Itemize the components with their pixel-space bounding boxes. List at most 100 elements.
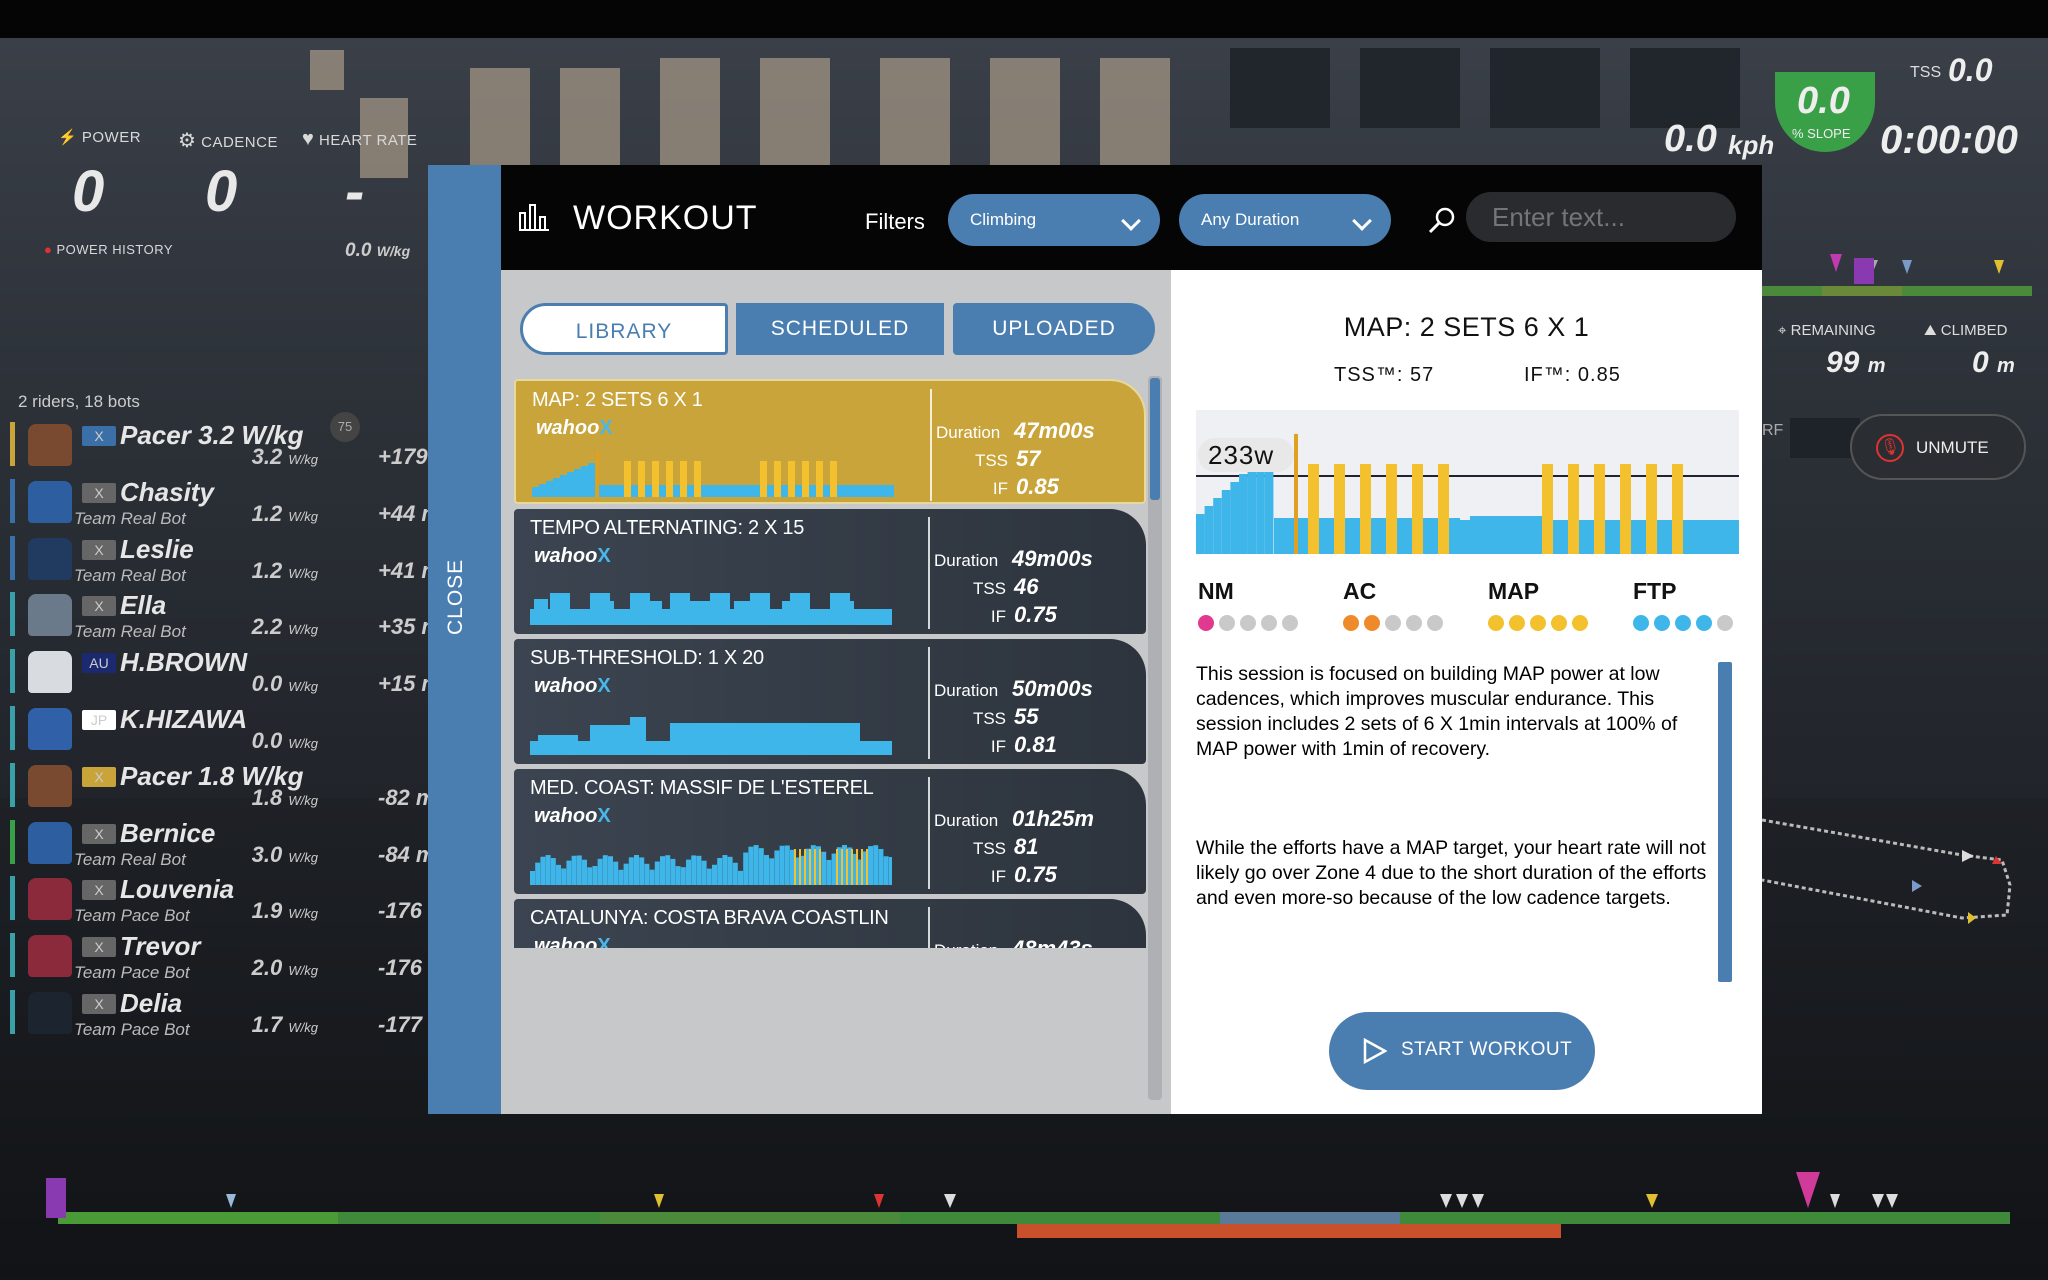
if-label: IF <box>990 867 1006 886</box>
mini-elevation-profile <box>1762 254 2032 296</box>
category-filter-dropdown[interactable]: Climbing <box>948 194 1160 246</box>
rider-wkg: 0.0 W/kg <box>252 671 318 697</box>
rider-wkg-unit: W/kg <box>288 508 318 524</box>
zone-level-dot <box>1261 615 1277 631</box>
workout-title: WORKOUT <box>573 199 758 237</box>
rider-flag-icon: X <box>82 426 116 446</box>
zone-label: NM <box>1198 578 1234 604</box>
rider-color-bar <box>10 819 15 864</box>
profile-segment <box>1568 464 1579 554</box>
start-workout-button[interactable]: START WORKOUT <box>1329 1012 1595 1090</box>
rider-row: X Pacer 1.8 W/kg 1.8 W/kg -82 m <box>10 759 435 815</box>
workout-duration: 49m00s <box>1012 546 1093 571</box>
rider-wkg-unit: W/kg <box>288 565 318 581</box>
rider-wkg: 1.2 W/kg <box>252 558 318 584</box>
rider-wkg: 1.9 W/kg <box>252 898 318 924</box>
search-input[interactable] <box>1466 192 1736 242</box>
bar-chart-icon <box>519 204 549 231</box>
rider-name: Leslie <box>120 533 194 564</box>
rider-name: Pacer 1.8 W/kg <box>120 760 304 791</box>
heart-rate-label: ♥ HEART RATE <box>302 128 417 151</box>
rider-flag-icon: X <box>82 937 116 958</box>
rider-name: Chasity <box>120 476 214 507</box>
wahoo-logo-text: wahoo <box>534 935 598 957</box>
zone-level-dot <box>1551 615 1567 631</box>
if-label: IF <box>990 607 1006 626</box>
card-divider <box>928 907 930 948</box>
workout-card[interactable]: TEMPO ALTERNATING: 2 X 15 wahooX Duratio… <box>514 509 1146 634</box>
workout-duration: 50m00s <box>1012 676 1093 701</box>
rf-label: RF <box>1762 422 1784 439</box>
profile-segment <box>1247 466 1257 554</box>
description-scrollbar[interactable] <box>1718 662 1732 982</box>
rider-wkg-value: 1.8 <box>251 784 283 810</box>
building-window <box>1230 48 1330 128</box>
workout-card[interactable]: MAP: 2 SETS 6 X 1 wahooX Duration 47m00s… <box>514 379 1146 504</box>
close-tab[interactable]: CLOSE <box>428 165 501 1114</box>
category-filter-value: Climbing <box>970 210 1037 229</box>
course-elevation-bar <box>46 1172 2010 1238</box>
rider-color-bar <box>10 422 15 466</box>
rider-wkg-unit: W/kg <box>288 906 318 922</box>
wahoo-logo: wahooX <box>534 805 611 828</box>
zone-level-dot <box>1364 615 1380 631</box>
workout-if: 0.85 <box>1016 474 1059 499</box>
rider-jersey-icon <box>28 424 72 466</box>
if-label: IF <box>990 737 1006 756</box>
rider-jersey-icon <box>28 594 72 637</box>
workout-card[interactable]: MED. COAST: MASSIF DE L'ESTEREL wahooX D… <box>514 769 1146 894</box>
rider-wkg-unit: W/kg <box>288 736 318 751</box>
zone-level-dot <box>1406 615 1422 631</box>
workout-card[interactable]: CATALUNYA: COSTA BRAVA COASTLIN wahooX D… <box>514 899 1146 957</box>
list-scrollbar[interactable] <box>1148 376 1162 1100</box>
zone-level-dot <box>1696 615 1712 631</box>
profile-segment <box>1256 458 1265 554</box>
rider-color-bar <box>10 535 15 580</box>
wahoo-logo: wahooX <box>536 417 613 440</box>
rider-row: X Chasity Team Real Bot 1.2 W/kg +44 m <box>10 475 441 531</box>
rider-wkg: 2.0 W/kg <box>252 955 318 981</box>
tss-label: TSS <box>974 451 1008 470</box>
zone-level-dot <box>1282 615 1298 631</box>
building-window <box>1490 48 1600 128</box>
detail-if: IF™: 0.85 <box>1524 364 1621 386</box>
rider-flag-icon: X <box>82 994 116 1014</box>
rider-flag-icon: X <box>82 766 116 787</box>
duration-filter-dropdown[interactable]: Any Duration <box>1179 194 1391 246</box>
filters-label: Filters <box>865 209 925 234</box>
wkg-value: 0.0 <box>345 240 372 261</box>
zone-level-dots <box>1488 615 1593 633</box>
unmute-button[interactable]: 🎙 UNMUTE <box>1850 414 2026 480</box>
building-window <box>1790 418 1860 458</box>
workout-card-title: MED. COAST: MASSIF DE L'ESTEREL <box>530 777 874 799</box>
rider-wkg-value: 1.2 <box>251 500 283 526</box>
rider-color-bar <box>10 649 15 694</box>
rider-wkg: 0.0 W/kg <box>252 728 318 754</box>
zone-level-dot <box>1717 615 1733 631</box>
rider-row: X Bernice Team Real Bot 3.0 W/kg -84 m <box>10 816 435 872</box>
rider-color-bar <box>10 762 15 807</box>
tab-uploaded[interactable]: UPLOADED <box>953 303 1155 355</box>
workout-if: 0.81 <box>1014 732 1057 757</box>
tab-library[interactable]: LIBRARY <box>520 303 728 355</box>
mountain-icon: ⛰ <box>1924 322 1937 339</box>
list-scrollbar-thumb[interactable] <box>1150 378 1160 500</box>
power-value: 0 <box>72 159 105 224</box>
rider-team: Team Real Bot <box>74 622 186 642</box>
detail-tss: TSS™: 57 <box>1334 364 1435 386</box>
profile-segment <box>1594 464 1605 554</box>
workout-duration: 48m43s <box>1012 936 1093 948</box>
building-window <box>560 68 620 168</box>
profile-segment <box>1196 514 1205 554</box>
tab-scheduled[interactable]: SCHEDULED <box>736 303 944 355</box>
tss-label: TSS <box>972 579 1006 598</box>
profile-segment <box>1213 498 1222 554</box>
rider-wkg-value: 1.7 <box>251 1012 283 1037</box>
zone-level-dot <box>1198 615 1214 631</box>
rider-gap: -82 m <box>378 784 436 810</box>
rider-flag-icon: JP <box>82 710 116 730</box>
search-icon[interactable] <box>1428 206 1456 234</box>
mini-map <box>1762 818 2012 924</box>
workout-card[interactable]: SUB-THRESHOLD: 1 X 20 wahooX Duration 50… <box>514 639 1146 764</box>
building-window <box>310 50 344 90</box>
